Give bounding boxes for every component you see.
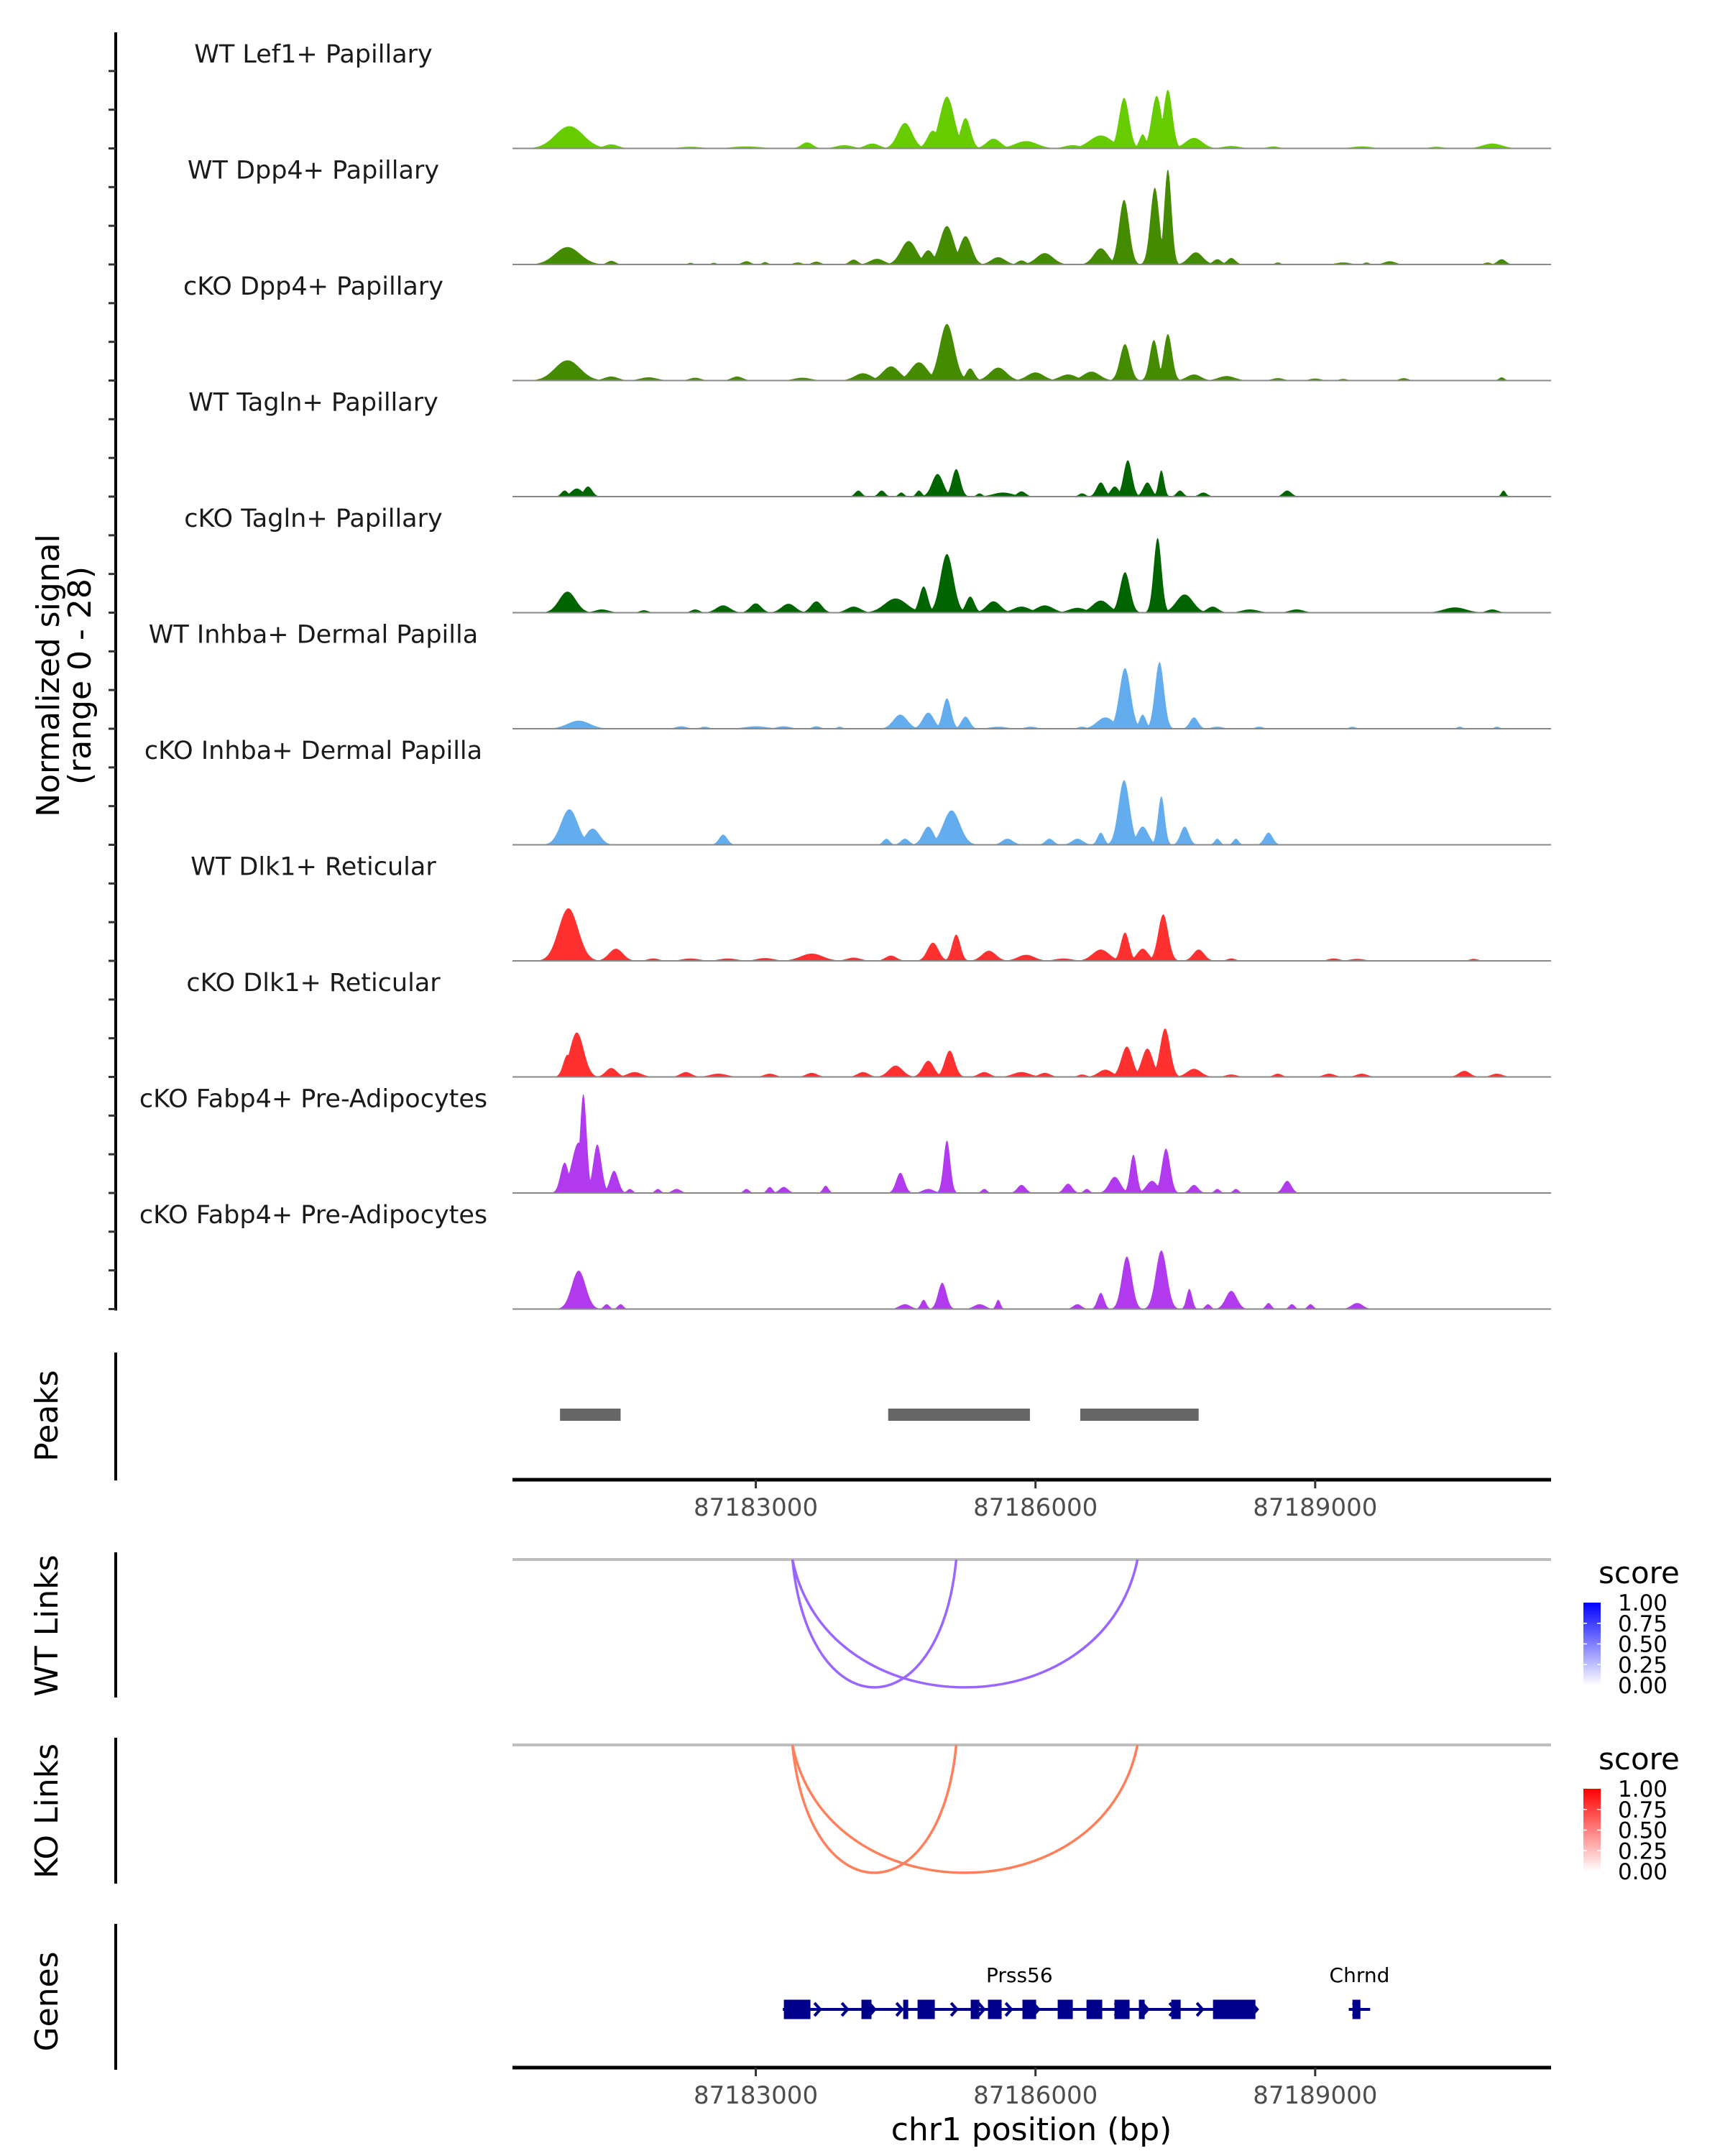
track-label: WT Tagln+ Papillary	[188, 388, 438, 417]
x-tick-label: 87189000	[1253, 1493, 1377, 1522]
legend-tick-label: 0.75	[1618, 1611, 1668, 1637]
peak-region	[1080, 1409, 1199, 1421]
legend-tick-label: 0.75	[1618, 1797, 1668, 1823]
coverage-ylabel-line2: (range 0 - 28)	[62, 566, 98, 785]
gene-exon	[988, 1999, 1002, 2019]
x-tick-label: 87183000	[694, 1493, 818, 1522]
gene-exon	[1138, 1999, 1145, 2019]
peak-region	[888, 1409, 1030, 1421]
legend-tick-label: 1.00	[1618, 1777, 1668, 1802]
gene-exon	[783, 1999, 811, 2019]
gene-exon	[1057, 1999, 1073, 2019]
coverage-area	[512, 323, 1551, 381]
track-label: WT Lef1+ Papillary	[194, 40, 433, 69]
coverage-ylabel-line1: Normalized signal	[30, 534, 67, 817]
strand-arrow-icon	[1195, 2001, 1205, 2017]
x-axis-upper: 87183000 87186000 87189000	[512, 1478, 1551, 1522]
gene-exon	[1022, 1999, 1036, 2019]
coverage-area	[512, 90, 1551, 149]
strand-arrow-icon	[895, 2001, 904, 2017]
gene-exon	[1114, 1999, 1130, 2019]
gene-models: Prss56 Chrnd	[783, 1963, 1389, 2019]
coverage-area	[512, 538, 1551, 613]
strand-arrow-icon	[1004, 2001, 1013, 2017]
strand-arrow-icon	[977, 2001, 986, 2017]
gene-exon	[1213, 1999, 1256, 2019]
coverage-area	[512, 1094, 1551, 1193]
track-label: cKO Fabp4+ Pre-Adipocytes	[139, 1201, 487, 1230]
peak-region	[560, 1409, 621, 1421]
strand-arrow-icon	[949, 2001, 959, 2017]
track-label: cKO Fabp4+ Pre-Adipocytes	[139, 1084, 487, 1113]
legend-tick-label: 0.50	[1618, 1632, 1668, 1658]
peaks-track-label: Peaks	[29, 1370, 65, 1461]
gene-name-label: Chrnd	[1330, 1963, 1390, 1987]
strand-arrow-icon	[840, 2001, 850, 2017]
gene-exon	[970, 1999, 980, 2019]
ko-links-track-label: KO Links	[29, 1743, 65, 1879]
track-label: cKO Dpp4+ Papillary	[183, 272, 443, 301]
x-axis-title: chr1 position (bp)	[891, 2111, 1172, 2148]
peaks-regions	[560, 1409, 1199, 1421]
strand-arrow-icon	[813, 2001, 822, 2017]
track-label: cKO Inhba+ Dermal Papilla	[144, 737, 482, 765]
gene-exon	[1352, 1999, 1361, 2019]
link-arc	[791, 1744, 1139, 1874]
x-tick-label: 87186000	[973, 1493, 1098, 1522]
genes-track-label: Genes	[29, 1951, 65, 2051]
legend-tick-label: 0.00	[1618, 1859, 1668, 1885]
x-tick-label: 87183000	[694, 2081, 818, 2110]
gene-exon	[1171, 1999, 1181, 2019]
track-label: WT Inhba+ Dermal Papilla	[149, 620, 478, 649]
track-label: WT Dlk1+ Reticular	[190, 852, 436, 881]
legend-tick-label: 0.00	[1618, 1673, 1668, 1699]
legend-title: score	[1598, 1555, 1680, 1590]
x-axis-lower: 87183000 87186000 87189000	[512, 2065, 1551, 2110]
link-arc	[791, 1744, 958, 1874]
legend-title: score	[1598, 1741, 1680, 1777]
coverage-area	[512, 908, 1551, 961]
gene-exon	[903, 1999, 908, 2019]
coverage-area	[512, 662, 1551, 729]
gene-exon	[1086, 1999, 1103, 2019]
link-arc	[791, 1559, 958, 1689]
track-label: WT Dpp4+ Papillary	[188, 156, 439, 185]
legend-tick-label: 1.00	[1618, 1590, 1668, 1616]
coverage-y-axis	[109, 32, 117, 1311]
coverage-area	[512, 780, 1551, 845]
track-label: cKO Tagln+ Papillary	[184, 505, 443, 533]
gene-exon	[861, 1999, 872, 2019]
legend-tick-label: 0.25	[1618, 1652, 1668, 1678]
track-label: cKO Dlk1+ Reticular	[186, 969, 441, 998]
legend-tick-label: 0.25	[1618, 1838, 1668, 1864]
coverage-area	[512, 1028, 1551, 1077]
x-tick-label: 87189000	[1253, 2081, 1377, 2110]
coverage-tracks: WT Lef1+ Papillary WT Dpp4+ Papillary cKO …	[139, 40, 1551, 1310]
link-arc	[791, 1559, 1139, 1689]
wt-links-track-label: WT Links	[29, 1554, 65, 1696]
gene-name-label: Prss56	[986, 1963, 1053, 1987]
gene-exon	[917, 1999, 935, 2019]
links-panels	[512, 1558, 1551, 1874]
legend-tick-label: 0.50	[1618, 1818, 1668, 1844]
coverage-area	[512, 170, 1551, 264]
coverage-area	[512, 1250, 1551, 1309]
coverage-area	[512, 460, 1551, 497]
x-tick-label: 87186000	[973, 2081, 1098, 2110]
